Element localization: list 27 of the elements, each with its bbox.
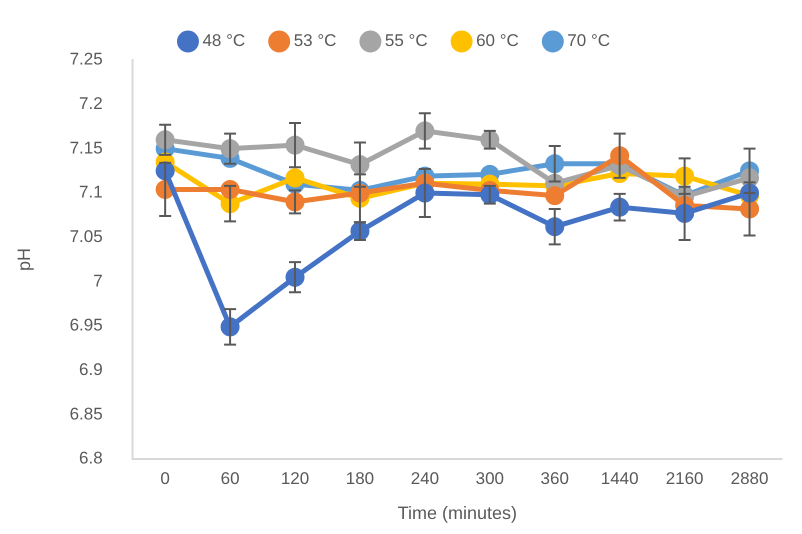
x-tick-label: 2880 xyxy=(730,468,768,488)
legend-label: 48 °C xyxy=(202,31,246,50)
y-tick-label: 6.95 xyxy=(70,316,103,335)
legend-label: 55 °C xyxy=(384,31,428,50)
legend-label: 53 °C xyxy=(294,31,336,50)
y-tick-label: 6.8 xyxy=(79,448,103,468)
legend-label: 60 °C xyxy=(476,31,519,50)
x-tick-label: 180 xyxy=(346,468,374,488)
y-tick-label: 7.05 xyxy=(70,227,103,246)
y-tick-label: 7.25 xyxy=(70,50,103,69)
y-axis-title: pH xyxy=(14,248,34,272)
y-tick-label: 7 xyxy=(93,271,103,290)
legend-label: 70 °C xyxy=(567,31,610,50)
x-tick-label: 60 xyxy=(220,468,240,488)
x-tick-label: 1440 xyxy=(600,468,639,488)
y-tick-label: 7.1 xyxy=(79,182,103,202)
y-tick-label: 7.15 xyxy=(70,138,103,158)
x-tick-label: 240 xyxy=(410,468,440,488)
x-tick-label: 300 xyxy=(476,468,504,488)
y-tick-label: 6.9 xyxy=(79,360,103,380)
x-tick-label: 0 xyxy=(160,468,170,488)
x-tick-label: 360 xyxy=(540,468,569,488)
y-tick-label: 7.2 xyxy=(79,94,103,114)
x-tick-label: 2160 xyxy=(666,468,704,488)
x-tick-label: 120 xyxy=(280,468,310,488)
y-tick-label: 6.85 xyxy=(70,404,103,424)
x-axis-title: Time (minutes) xyxy=(398,503,518,524)
